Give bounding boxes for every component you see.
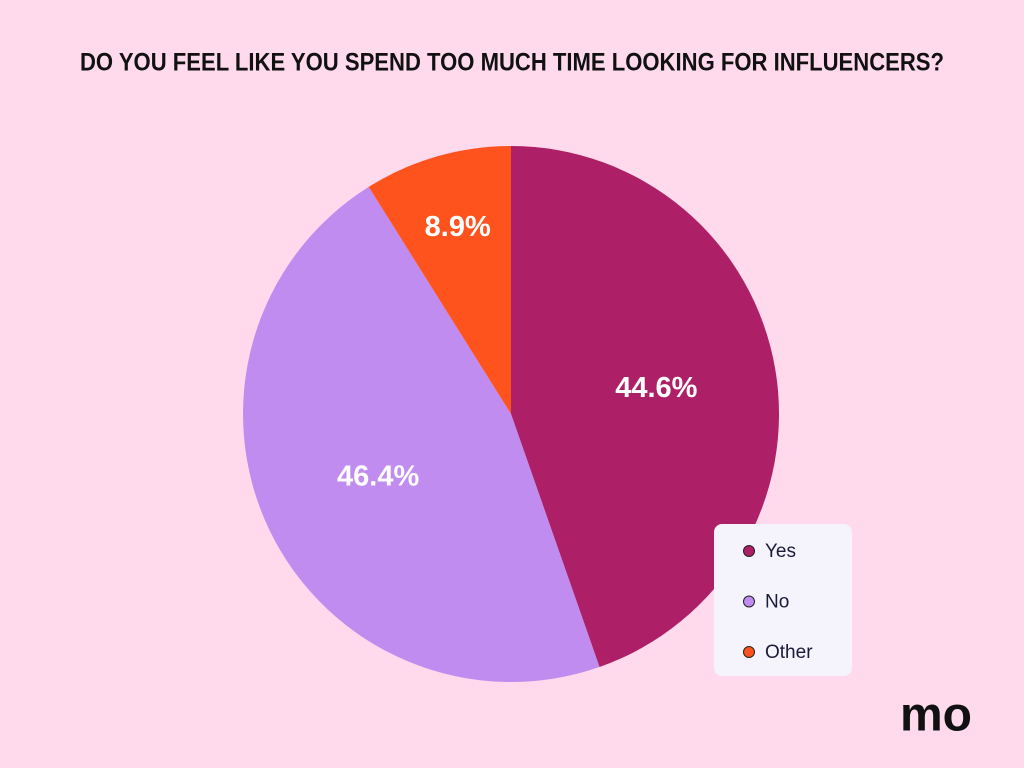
legend-marker bbox=[743, 595, 755, 608]
logo: mo bbox=[900, 689, 972, 742]
legend bbox=[714, 524, 852, 676]
legend-label: Yes bbox=[765, 541, 796, 562]
chart-title: DO YOU FEEL LIKE YOU SPEND TOO MUCH TIME… bbox=[80, 49, 944, 77]
data-label: 8.9% bbox=[425, 211, 491, 243]
pie-slice bbox=[243, 186, 600, 682]
legend-label: Other bbox=[765, 642, 813, 663]
legend-marker bbox=[743, 545, 755, 557]
legend-label: No bbox=[765, 592, 789, 613]
pie-slice bbox=[511, 146, 779, 667]
data-label: 44.6% bbox=[615, 372, 697, 404]
legend-marker bbox=[743, 646, 755, 658]
pie-slice bbox=[368, 146, 511, 414]
data-label: 46.4% bbox=[337, 461, 419, 493]
legend-items: Yes No Other bbox=[743, 541, 813, 663]
pie: 44.6% 46.4% 8.9% bbox=[243, 146, 779, 682]
